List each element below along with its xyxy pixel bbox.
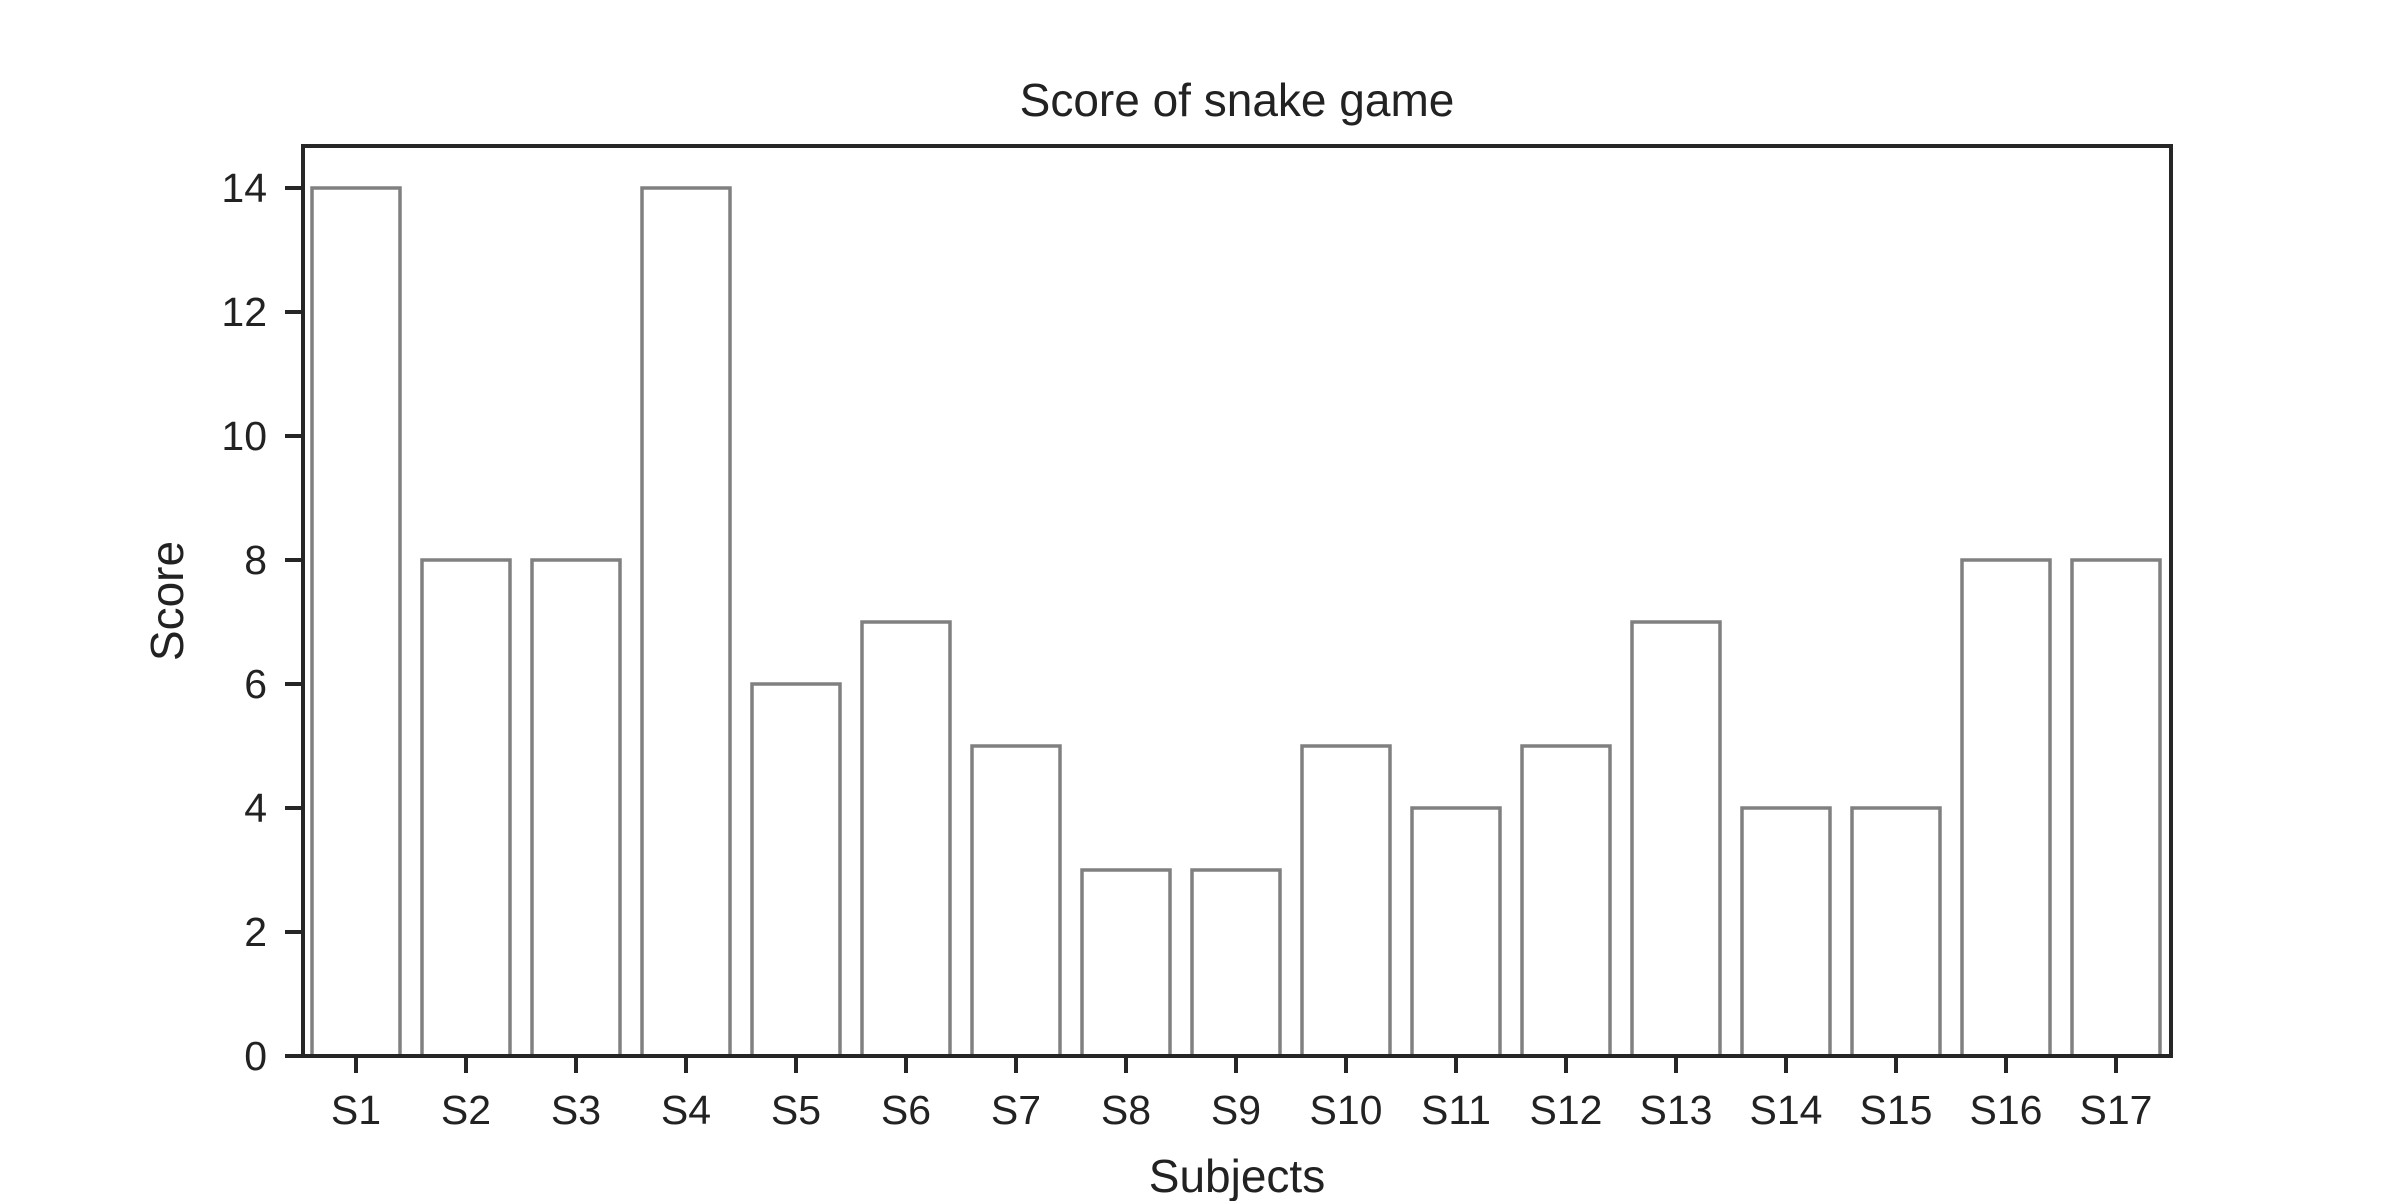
x-tick-label: S3 xyxy=(551,1087,601,1133)
bar-s2 xyxy=(420,558,512,1058)
x-tick-label: S16 xyxy=(1970,1087,2043,1133)
chart-title: Score of snake game xyxy=(1020,74,1455,126)
plot-frame xyxy=(301,144,2173,1058)
y-tick-label: 0 xyxy=(244,1033,267,1079)
bar-s12 xyxy=(1520,744,1612,1058)
y-tick-label: 14 xyxy=(221,165,267,211)
bar-s3 xyxy=(530,558,622,1058)
x-tick-label: S6 xyxy=(881,1087,931,1133)
bar-s5 xyxy=(750,682,842,1058)
bar-s14 xyxy=(1740,806,1832,1058)
bar-s17 xyxy=(2070,558,2162,1058)
x-tick-label: S4 xyxy=(661,1087,711,1133)
x-axis-ticks: S1 S2 S3 S4 S5 S6 S7 S8 S9 S10 S11 S12 S13 S14 S15 S16 S… xyxy=(331,1056,2153,1133)
x-tick-label: S12 xyxy=(1530,1087,1603,1133)
x-axis-label: Subjects xyxy=(1149,1150,1325,1201)
y-tick-label: 6 xyxy=(244,661,267,707)
bar-s13 xyxy=(1630,620,1722,1058)
bar-s9 xyxy=(1190,868,1282,1058)
x-tick-label: S5 xyxy=(771,1087,821,1133)
x-tick-label: S15 xyxy=(1860,1087,1933,1133)
bar-s15 xyxy=(1850,806,1942,1058)
y-tick-label: 2 xyxy=(244,909,267,955)
x-tick-label: S11 xyxy=(1421,1087,1491,1133)
y-tick-label: 10 xyxy=(221,413,267,459)
x-tick-label: S1 xyxy=(331,1087,381,1133)
y-tick-label: 8 xyxy=(244,537,267,583)
bar-s11 xyxy=(1410,806,1502,1058)
x-tick-label: S9 xyxy=(1211,1087,1261,1133)
x-tick-label: S13 xyxy=(1640,1087,1713,1133)
x-tick-label: S8 xyxy=(1101,1087,1151,1133)
bar-s16 xyxy=(1960,558,2052,1058)
bar-s6 xyxy=(860,620,952,1058)
bar-s1 xyxy=(310,186,402,1058)
y-tick-label: 4 xyxy=(244,785,267,831)
y-axis-label: Score xyxy=(141,541,193,661)
bar-s7 xyxy=(970,744,1062,1058)
y-tick-label: 12 xyxy=(221,289,267,335)
x-tick-label: S14 xyxy=(1750,1087,1823,1133)
y-axis-ticks: 0 2 4 6 8 10 12 14 xyxy=(221,165,303,1079)
x-tick-label: S7 xyxy=(991,1087,1041,1133)
x-tick-label: S2 xyxy=(441,1087,491,1133)
bar-s4 xyxy=(640,186,732,1058)
bars xyxy=(310,186,2162,1058)
bar-s10 xyxy=(1300,744,1392,1058)
x-tick-label: S10 xyxy=(1310,1087,1383,1133)
x-tick-label: S17 xyxy=(2080,1087,2153,1133)
bar-s8 xyxy=(1080,868,1172,1058)
